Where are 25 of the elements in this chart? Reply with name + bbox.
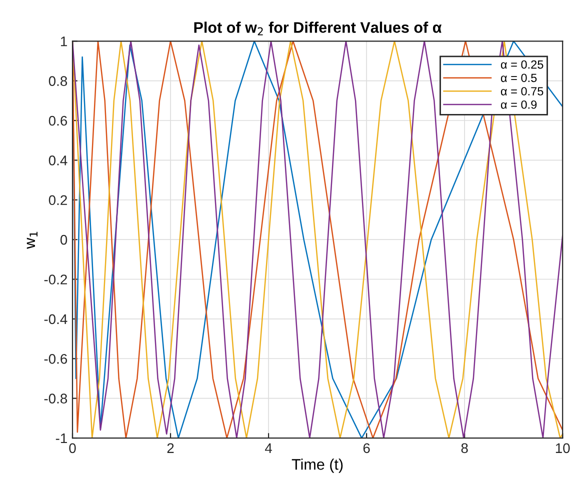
y-tick-label: 0.2: [48, 195, 67, 206]
legend-label: α = 0.25: [500, 60, 544, 69]
x-tick-label: 8: [461, 443, 468, 454]
line-series: [72, 41, 563, 438]
y-tick-label: 0.8: [48, 76, 68, 86]
legend-label: α = 0.75: [500, 87, 544, 96]
y-tick-label: 0.6: [48, 116, 68, 126]
y-tick-label: 0: [60, 234, 68, 245]
x-tick-label: 0: [69, 443, 76, 454]
y-tick-label: -0.8: [44, 394, 68, 404]
y-tick-label: -0.6: [44, 354, 68, 364]
chart-title: Plot of w$_{2}$ for Different Values of α: [194, 22, 442, 36]
y-tick-label: 0.4: [48, 156, 68, 166]
y-tick-label: -0.2: [44, 274, 67, 284]
y-tick-label: -1: [56, 433, 67, 444]
x-tick-label: 6: [363, 443, 370, 454]
y-axis-title: w$_{1}$: [26, 232, 38, 249]
y-tick-label: 1: [60, 36, 67, 46]
legend-label: α = 0.9: [500, 100, 537, 109]
x-tick-label: 10: [556, 443, 570, 454]
x-tick-label: 2: [167, 443, 174, 453]
legend-label: α = 0.5: [500, 74, 537, 82]
x-axis-title: Time (t): [292, 458, 343, 473]
x-tick-label: 4: [264, 443, 272, 453]
y-tick-label: -0.4: [44, 314, 68, 324]
